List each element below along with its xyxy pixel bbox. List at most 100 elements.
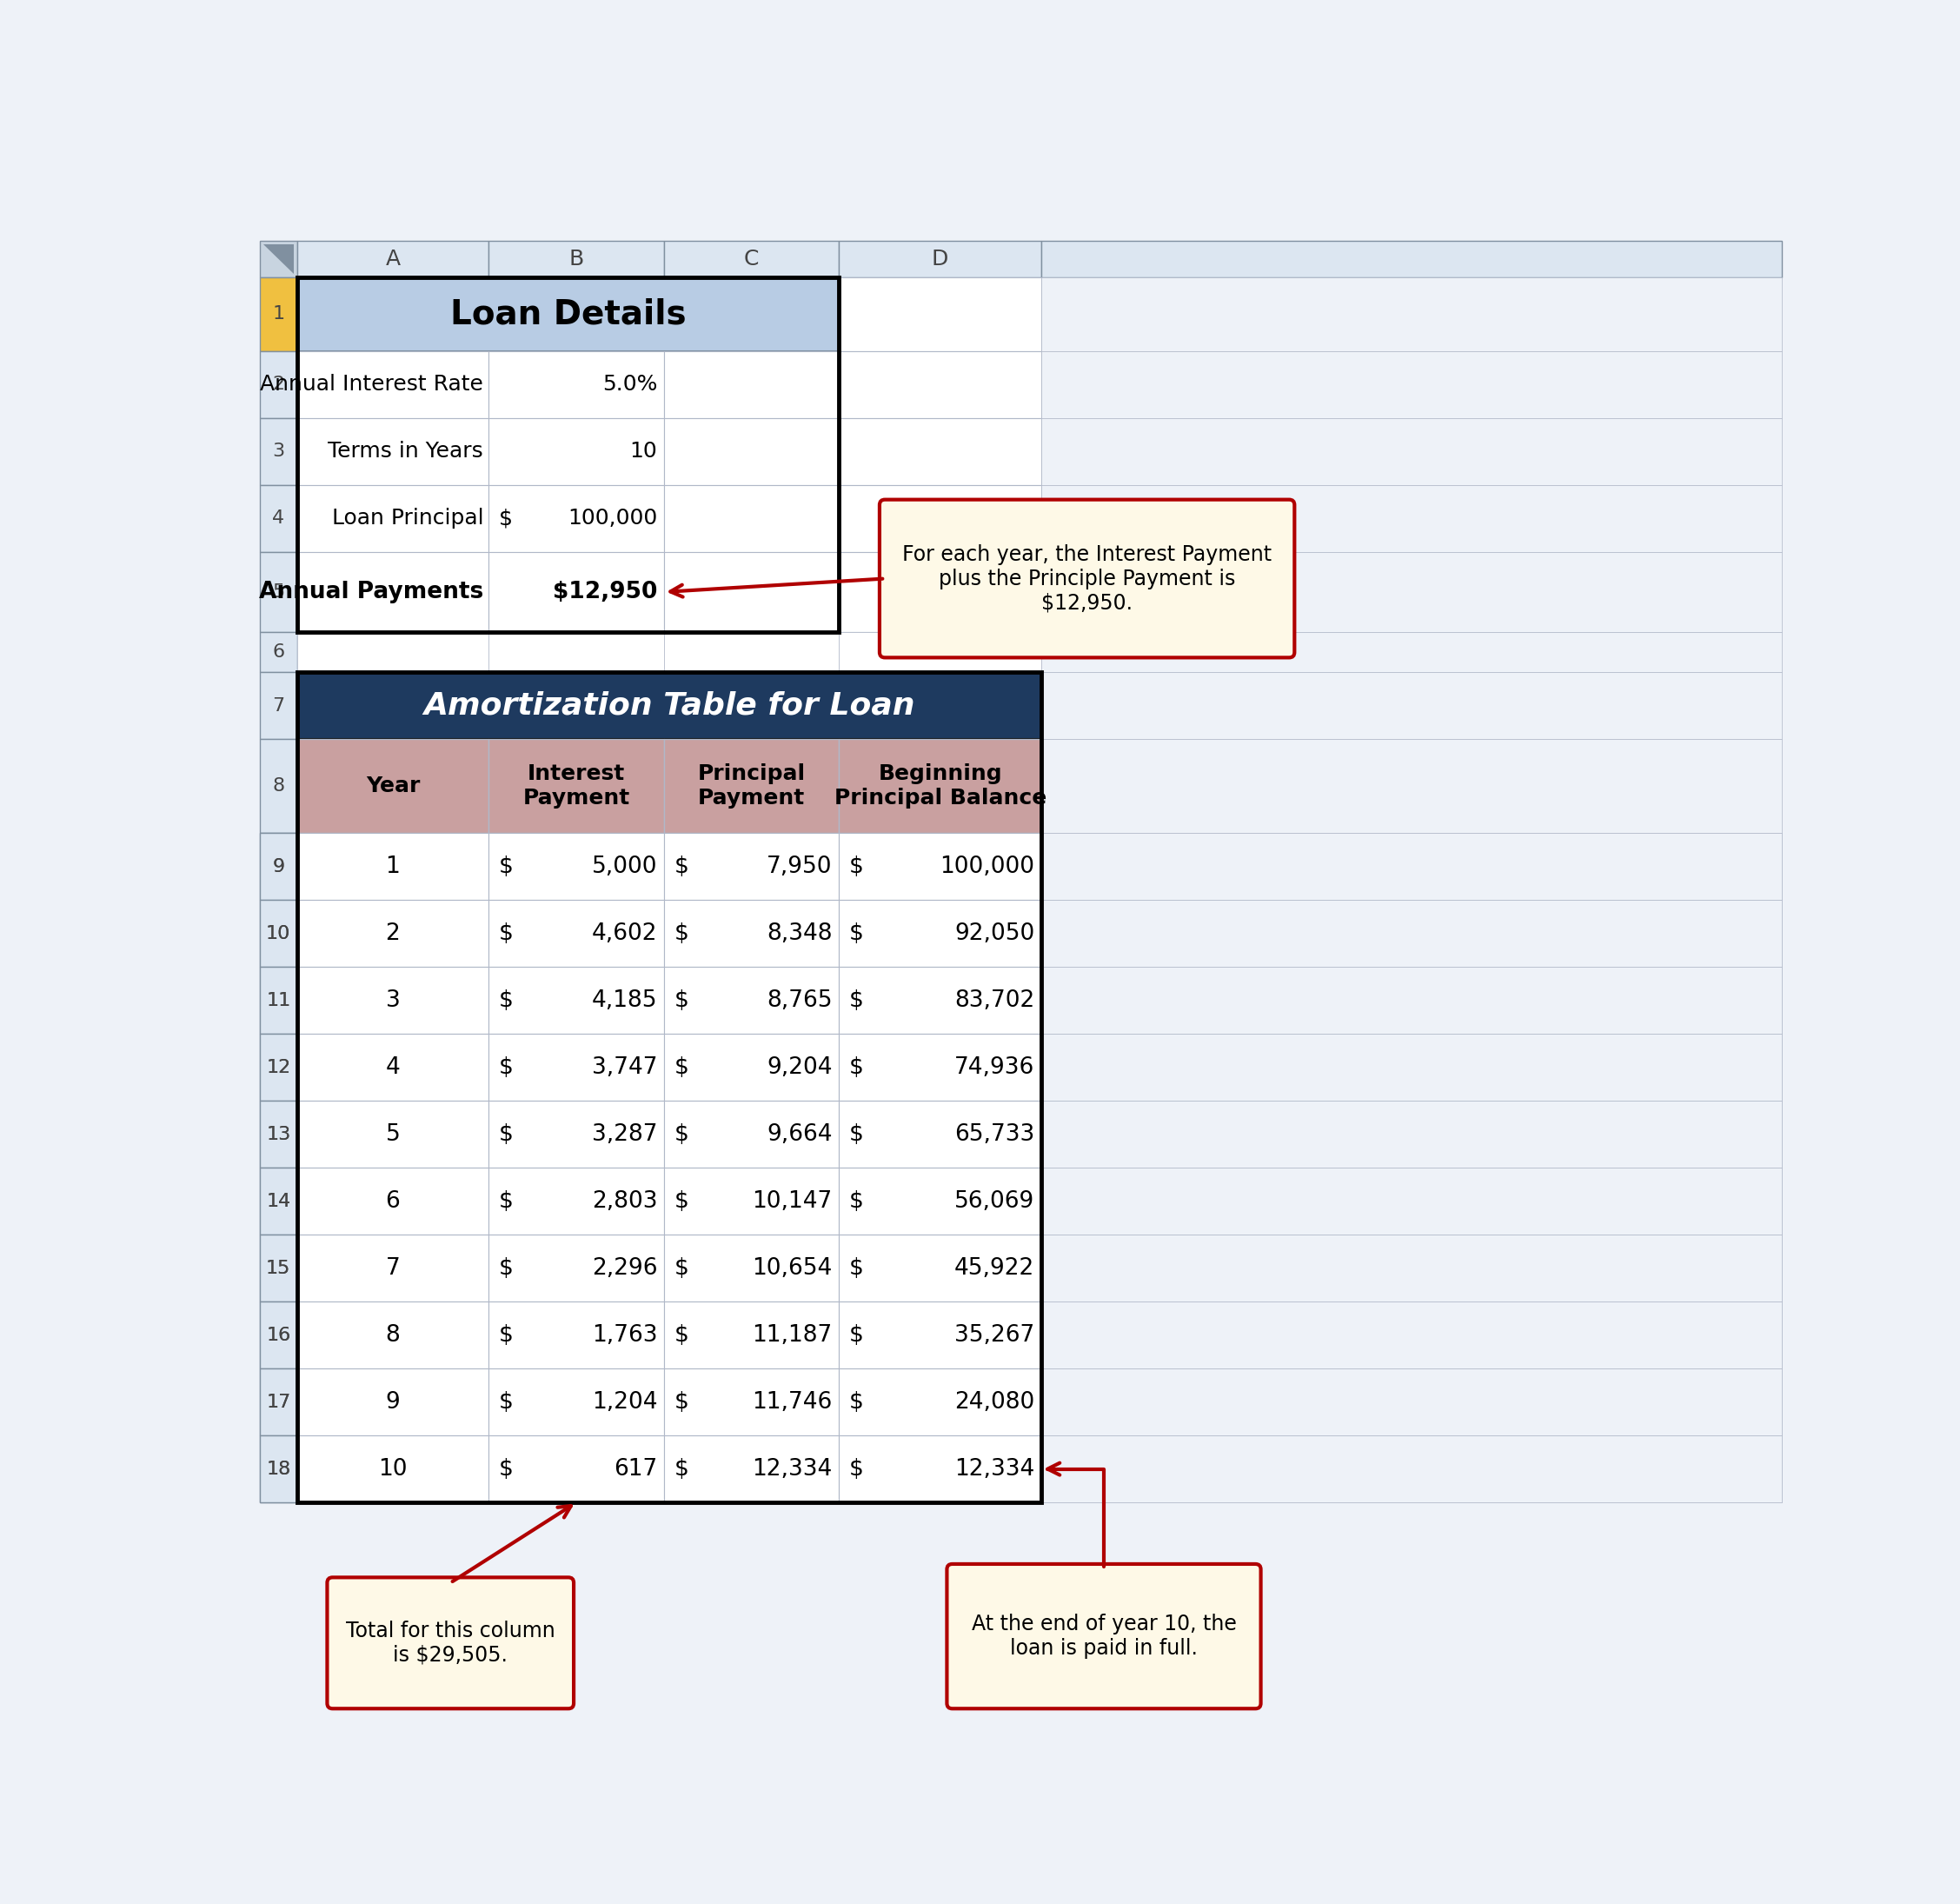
Bar [1041,1302,1782,1369]
Text: 1,763: 1,763 [592,1323,657,1346]
Text: $: $ [849,1323,864,1346]
Text: 10,147: 10,147 [753,1190,833,1213]
Bar [296,350,488,419]
Bar [296,901,488,967]
Bar [1041,672,1782,739]
Bar [664,350,839,419]
Bar [664,240,839,278]
Text: $: $ [674,1458,688,1479]
Bar [296,278,1041,350]
Bar [488,1234,664,1302]
Text: 4: 4 [272,510,284,527]
Text: $: $ [500,1123,514,1146]
Text: 14: 14 [267,1192,290,1209]
Bar [1041,1167,1782,1234]
Bar [261,419,296,486]
Bar [488,832,664,901]
Text: 617: 617 [613,1458,657,1479]
Bar [488,967,664,1034]
Text: 14: 14 [267,1192,290,1209]
FancyBboxPatch shape [947,1563,1260,1708]
Text: 2,803: 2,803 [592,1190,657,1213]
Bar [261,739,296,832]
Text: Interest
Payment: Interest Payment [523,764,629,809]
Bar [1041,901,1782,967]
Text: 100,000: 100,000 [939,855,1035,878]
Bar [839,632,1041,672]
Text: 7: 7 [272,697,284,714]
Bar [261,1369,296,1436]
Bar [261,1101,296,1167]
Text: 100,000: 100,000 [568,508,657,529]
Bar [488,632,664,672]
Bar [1041,240,1782,278]
Text: 8: 8 [272,777,284,794]
Text: 15: 15 [267,1259,290,1278]
Bar [296,967,1041,1034]
Bar [261,672,296,739]
Bar [261,1101,296,1167]
Text: Amortization Table for Loan: Amortization Table for Loan [423,691,915,720]
Bar [664,1369,839,1436]
Bar [839,1302,1041,1369]
Bar [839,901,1041,967]
Bar [839,1101,1041,1167]
Text: 5,000: 5,000 [592,855,657,878]
Bar [296,1167,488,1234]
Bar [296,1167,1041,1234]
Bar [839,1369,1041,1436]
FancyBboxPatch shape [327,1577,574,1708]
Bar [296,967,488,1034]
Bar [839,832,1041,901]
Bar [296,1302,488,1369]
Text: Total for this column
is $29,505.: Total for this column is $29,505. [345,1620,555,1666]
Bar [664,832,839,901]
Text: $: $ [500,922,514,944]
Bar [261,240,296,278]
Text: 10,654: 10,654 [753,1257,833,1279]
Text: 12,334: 12,334 [955,1458,1035,1479]
Bar [261,486,296,552]
Bar [664,1101,839,1167]
Bar [488,240,664,278]
Text: 45,922: 45,922 [955,1257,1035,1279]
Text: $: $ [849,855,864,878]
Text: 5: 5 [272,583,284,600]
Text: 6: 6 [272,644,284,661]
Bar [261,350,296,419]
Text: $: $ [674,855,688,878]
Text: $: $ [674,1257,688,1279]
Text: Principal
Payment: Principal Payment [698,764,806,809]
Bar [261,1234,296,1302]
Bar [1041,1234,1782,1302]
Text: 11,746: 11,746 [753,1390,833,1413]
Text: 17: 17 [267,1394,290,1411]
Bar [296,632,1041,672]
Text: Beginning
Principal Balance: Beginning Principal Balance [835,764,1047,809]
Bar [1041,552,1782,632]
Bar [296,1234,1041,1302]
Bar [296,632,488,672]
Bar [296,672,1041,739]
Bar [296,672,1041,739]
Bar [1041,967,1782,1034]
Polygon shape [263,244,294,274]
Text: $: $ [849,922,864,944]
Text: $: $ [500,988,514,1011]
Text: 6: 6 [386,1190,400,1213]
Bar [1041,1369,1782,1436]
Bar [1041,419,1782,486]
Bar [488,1302,664,1369]
Text: Annual Payments: Annual Payments [259,581,484,604]
Text: 12: 12 [267,1059,290,1076]
Bar [1041,1234,1782,1302]
Bar [296,1101,1041,1167]
Text: $: $ [849,1390,864,1413]
Text: $: $ [849,988,864,1011]
Text: 8,348: 8,348 [766,922,833,944]
Text: $: $ [500,1057,514,1078]
Text: $: $ [849,1057,864,1078]
Bar [296,278,839,632]
Text: 9,664: 9,664 [766,1123,833,1146]
Text: 4,602: 4,602 [592,922,657,944]
